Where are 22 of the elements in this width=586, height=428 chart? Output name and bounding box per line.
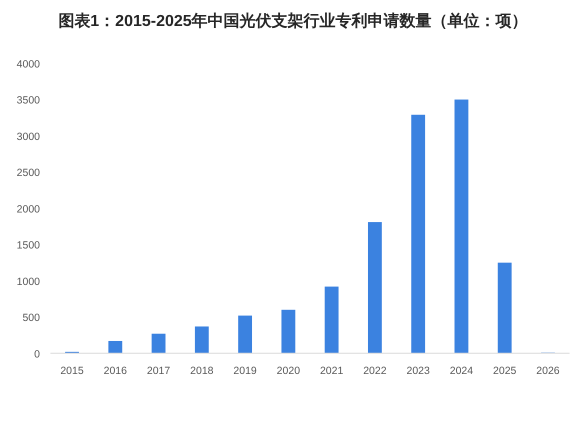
- x-tick-label: 2024: [450, 365, 474, 377]
- y-tick-label: 4000: [16, 58, 40, 70]
- x-tick-label: 2017: [146, 365, 170, 377]
- y-tick-label: 2000: [16, 203, 40, 216]
- y-tick-label: 2500: [16, 167, 40, 180]
- x-tick-label: 2022: [363, 365, 387, 377]
- x-tick-label: 2018: [190, 365, 214, 377]
- title: 图表1：2015-2025年中国光伏支架行业专利申请数量（单位：项）: [58, 13, 528, 30]
- y-tick-label: 3500: [16, 94, 40, 107]
- x-tick-label: 2026: [536, 365, 560, 377]
- x-tick-label: 2023: [406, 365, 430, 377]
- x-tick-label: 2019: [233, 365, 257, 377]
- x-tick-label: 2016: [104, 365, 127, 377]
- y-tick-label: 3000: [16, 130, 40, 143]
- y-tick-label: 1500: [16, 240, 40, 252]
- y-tick-label: 1000: [16, 276, 40, 288]
- y-tick-label: 0: [34, 348, 40, 360]
- x-tick-label: 2020: [276, 365, 300, 377]
- x-tick-label: 2025: [493, 365, 516, 377]
- y-tick-label: 500: [22, 312, 40, 324]
- x-tick-label: 2015: [60, 365, 84, 377]
- x-tick-label: 2021: [320, 365, 344, 377]
